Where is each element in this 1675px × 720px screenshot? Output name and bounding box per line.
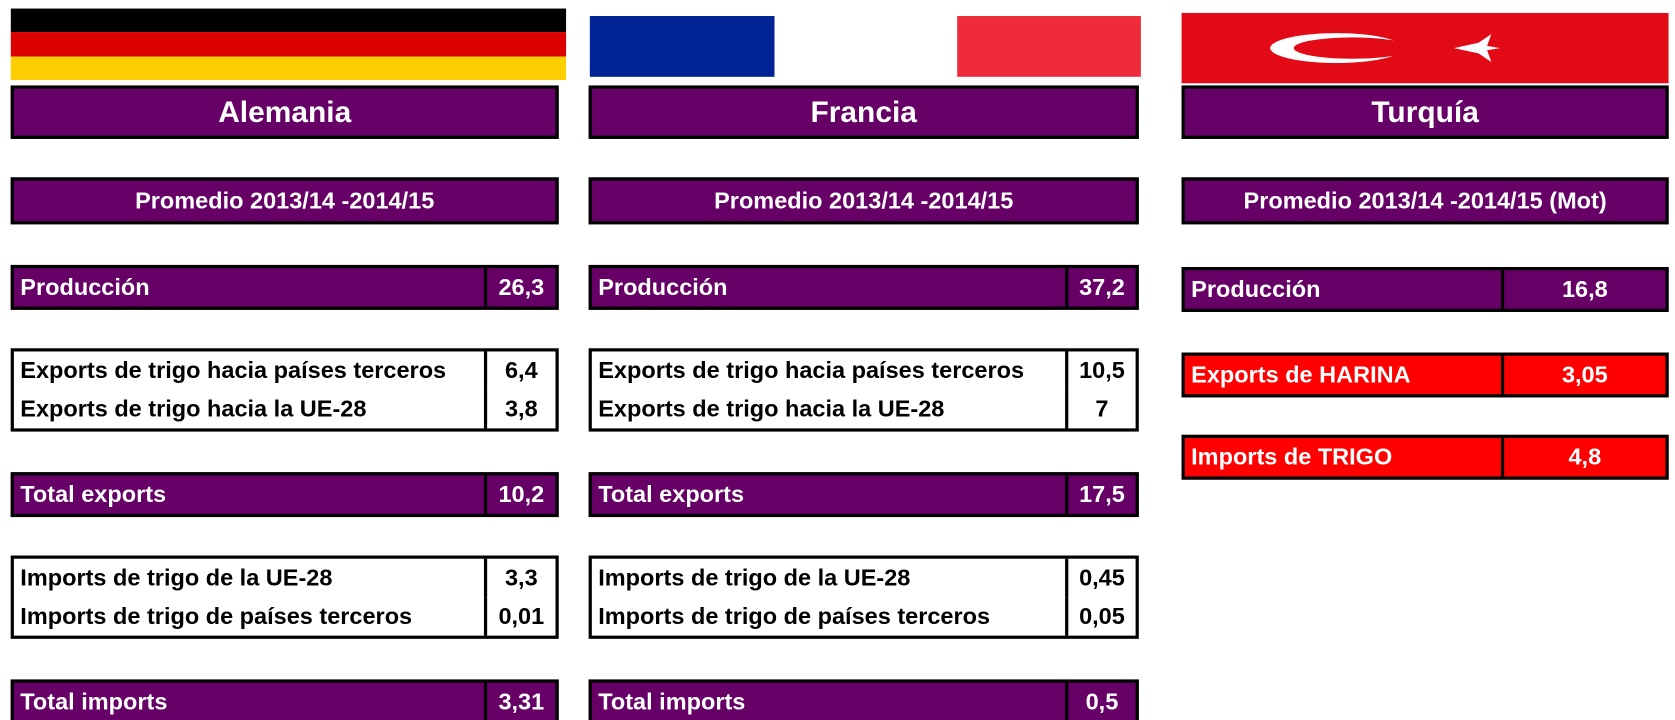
table-row: Exports de trigo hacia países terceros 10… [592, 351, 1136, 390]
row-label: Imports de trigo de la UE-28 [598, 564, 911, 591]
table-group: Producción 16,8 [1181, 267, 1669, 312]
row-label: Imports de trigo de la UE-28 [20, 564, 333, 591]
table-row: Total imports 0,5 [592, 682, 1136, 720]
table-row: Imports de trigo de la UE-28 3,3 [14, 558, 556, 598]
row-label: Total exports [20, 480, 167, 508]
row-label: Producción [20, 273, 150, 301]
row-value: 7 [1065, 389, 1136, 429]
row-label: Exports de trigo hacia países terceros [20, 356, 447, 384]
row-label: Imports de trigo de países terceros [598, 602, 991, 630]
table-group: Total imports 3,31 [10, 679, 559, 720]
row-label: Exports de HARINA [1191, 361, 1411, 388]
table-group: Producción 37,2 [588, 264, 1139, 310]
row-value: 3,05 [1500, 355, 1666, 395]
row-label: Producción [598, 273, 728, 301]
row-value: 6,4 [483, 351, 556, 390]
row-label: Exports de trigo hacia países terceros [598, 356, 1025, 384]
table-group: Total exports 10,2 [10, 472, 559, 518]
table-group: Total exports 17,5 [588, 472, 1139, 518]
table-row: Total exports 17,5 [592, 475, 1136, 514]
table-group: Producción 26,3 [10, 264, 559, 310]
row-label: Total exports [598, 480, 745, 508]
row-value: 26,3 [483, 268, 556, 307]
row-value: 0,45 [1065, 558, 1136, 598]
table-row: Producción 26,3 [14, 268, 556, 307]
row-label: Total imports [20, 687, 168, 715]
row-value: 3,8 [483, 389, 556, 429]
period-header: Promedio 2013/14 -2014/15 [588, 177, 1139, 225]
period-header: Promedio 2013/14 -2014/15 (Mot) [1181, 177, 1669, 225]
country-name: Francia [588, 85, 1139, 139]
row-label: Imports de TRIGO [1191, 443, 1393, 471]
table-row: Imports de TRIGO 4,8 [1185, 438, 1666, 477]
table-row: Producción 16,8 [1185, 270, 1666, 309]
row-value: 17,5 [1065, 475, 1136, 514]
table-row: Imports de trigo de la UE-28 0,45 [592, 558, 1136, 598]
row-value: 0,5 [1065, 682, 1136, 720]
table-group: Imports de trigo de la UE-28 3,3 Imports d… [10, 555, 559, 639]
table-group: Exports de trigo hacia países terceros 6,… [10, 348, 559, 432]
row-label: Total imports [598, 687, 746, 715]
flag-france [589, 16, 1141, 77]
table-group: Imports de trigo de la UE-28 0,45 Imports … [588, 555, 1139, 639]
row-value: 3,31 [483, 682, 556, 720]
row-label: Exports de trigo hacia la UE-28 [598, 395, 945, 422]
row-value: 37,2 [1065, 268, 1136, 307]
table-row: Exports de trigo hacia la UE-28 7 [592, 389, 1136, 429]
country-name: Turquía [1181, 85, 1669, 139]
table-group: Exports de HARINA 3,05 [1181, 352, 1669, 398]
table-row: Imports de trigo de países terceros 0,05 [592, 597, 1136, 636]
row-value: 0,01 [483, 597, 556, 636]
table-row: Exports de HARINA 3,05 [1185, 355, 1666, 395]
table-row: Total exports 10,2 [14, 475, 556, 514]
row-label: Exports de trigo hacia la UE-28 [20, 395, 367, 422]
flag-germany [10, 8, 567, 81]
row-value: 3,3 [483, 558, 556, 598]
row-value: 10,5 [1065, 351, 1136, 390]
table-row: Exports de trigo hacia la UE-28 3,8 [14, 389, 556, 429]
country-name: Alemania [10, 85, 559, 139]
table-group: Total imports 0,5 [588, 679, 1139, 720]
row-label: Producción [1191, 275, 1321, 303]
table-row: Exports de trigo hacia países terceros 6,… [14, 351, 556, 390]
row-value: 10,2 [483, 475, 556, 514]
table-row: Producción 37,2 [592, 268, 1136, 307]
table-row: Total imports 3,31 [14, 682, 556, 720]
table-group: Imports de TRIGO 4,8 [1181, 434, 1669, 480]
flag-turkey [1181, 12, 1669, 84]
row-label: Imports de trigo de países terceros [20, 602, 413, 630]
period-header: Promedio 2013/14 -2014/15 [10, 177, 559, 225]
table-group: Exports de trigo hacia países terceros 10… [588, 348, 1139, 432]
row-value: 4,8 [1500, 438, 1666, 477]
table-row: Imports de trigo de países terceros 0,01 [14, 597, 556, 636]
row-value: 16,8 [1500, 270, 1666, 309]
row-value: 0,05 [1065, 597, 1136, 636]
